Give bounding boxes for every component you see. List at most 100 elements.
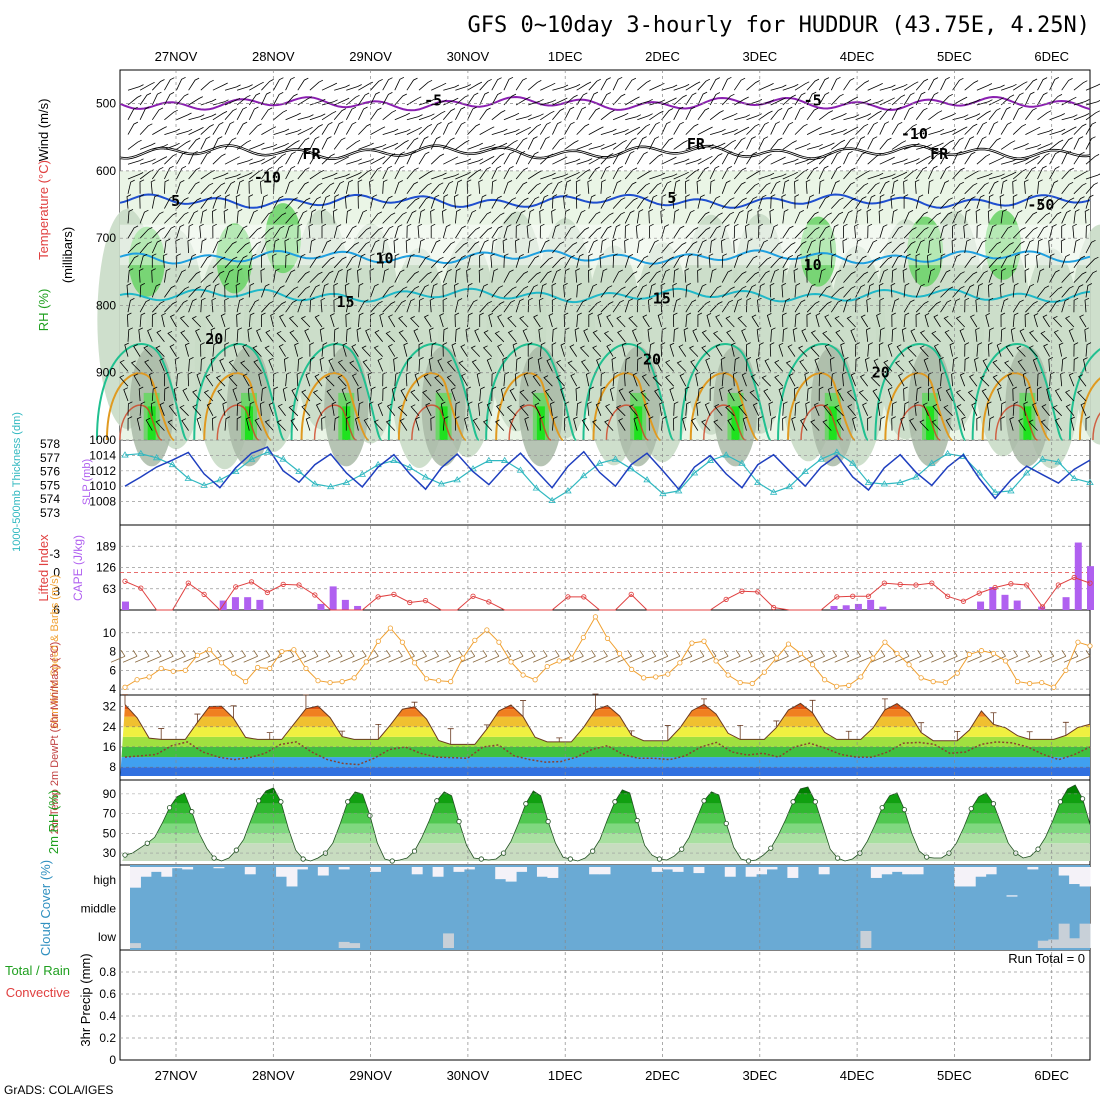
wind-barb xyxy=(224,269,234,283)
wind-barb xyxy=(858,390,868,402)
isotherm-30 xyxy=(702,404,746,441)
wind-barb xyxy=(187,238,193,254)
wind-barb xyxy=(758,182,771,195)
wind-barb xyxy=(382,268,389,283)
wind-barb xyxy=(637,271,650,283)
wind-barb xyxy=(612,112,629,121)
wind-barb xyxy=(685,158,702,165)
wind-barb xyxy=(273,268,280,283)
wind-barb xyxy=(646,357,652,372)
thickness-tick: 573 xyxy=(40,506,60,520)
wind-barb xyxy=(661,156,677,165)
wind-barb xyxy=(1024,253,1030,268)
rh-band xyxy=(120,803,1090,814)
wind-barb xyxy=(806,211,819,224)
wind-barb xyxy=(940,180,950,194)
wind-barb xyxy=(1004,360,1014,372)
wind-barb xyxy=(624,254,634,268)
wind-barb xyxy=(746,123,760,135)
pressure-tick: 500 xyxy=(96,97,116,111)
wind-barb xyxy=(455,225,466,239)
wind-barb xyxy=(1016,345,1026,357)
wind-barb xyxy=(273,165,283,180)
rh-point xyxy=(278,799,284,805)
wind-barb xyxy=(599,253,605,268)
wind-barb xyxy=(479,78,492,91)
wind-barb xyxy=(649,342,655,357)
wind-barb xyxy=(333,224,342,239)
wind-barb xyxy=(564,140,579,150)
wind-barb xyxy=(673,179,681,194)
wind-barb xyxy=(1000,225,1012,239)
wind-barb xyxy=(261,312,266,328)
wind-barb xyxy=(952,254,961,268)
cape-bar xyxy=(854,603,862,610)
wind-barb xyxy=(940,128,957,135)
wind-barb xyxy=(818,179,825,194)
wind-barb xyxy=(637,182,650,195)
wind-barb xyxy=(418,196,431,209)
date-label-top: 28NOV xyxy=(252,49,295,64)
wind-barb xyxy=(636,255,649,269)
wind-barb xyxy=(842,238,848,254)
wind-barb xyxy=(569,344,578,357)
wind-barb xyxy=(959,328,966,342)
wind-barb xyxy=(552,269,561,283)
wind-barb xyxy=(1052,404,1062,417)
wind-barb xyxy=(794,401,800,416)
wind-barb xyxy=(552,194,558,209)
wind10-point xyxy=(701,638,707,644)
wind-barb xyxy=(273,153,287,165)
wind10-barb xyxy=(846,650,862,663)
wind-barb xyxy=(763,388,772,402)
wind-barb xyxy=(600,386,606,402)
cloud-cell-high xyxy=(1027,867,1039,870)
wind-barb xyxy=(370,156,386,165)
wind-barb xyxy=(210,327,216,342)
wind-barb xyxy=(940,299,952,313)
wind-barb xyxy=(831,113,847,121)
precip-tick: 0.8 xyxy=(99,965,116,979)
wind-barb xyxy=(697,312,703,327)
wind-barb xyxy=(612,269,623,283)
wind-barb xyxy=(673,209,680,224)
wind-barb xyxy=(709,195,721,209)
wind-barb xyxy=(655,358,662,372)
wind-barb xyxy=(494,330,505,343)
wind-barb xyxy=(394,128,411,135)
wind-barb xyxy=(430,194,440,209)
isotherm-line xyxy=(119,287,1091,304)
thickness-point xyxy=(722,451,730,458)
wind-barb xyxy=(418,170,434,180)
wind-barb xyxy=(490,253,495,268)
wind-barb xyxy=(192,404,202,417)
wind-barb xyxy=(903,253,911,268)
wind-barb xyxy=(527,136,538,150)
cape-bar xyxy=(317,603,325,610)
thickness-point xyxy=(247,455,256,462)
wind-barb xyxy=(642,314,650,328)
wind-barb xyxy=(600,285,613,298)
wind-barb xyxy=(987,342,993,357)
wind-barb xyxy=(126,194,132,209)
wind-barb xyxy=(782,158,799,165)
wind-barb xyxy=(637,123,651,135)
wind-barb xyxy=(418,342,424,357)
wind-barb xyxy=(564,225,576,239)
wind-barb xyxy=(248,299,260,313)
pressure-tick: 600 xyxy=(96,164,116,178)
wind-barb xyxy=(418,271,432,283)
wind-barb xyxy=(628,404,638,417)
wind-barb xyxy=(544,388,553,402)
thickness-point xyxy=(532,484,541,491)
cloud-cell-high xyxy=(213,867,225,869)
wind10-barb xyxy=(894,650,910,663)
wind-barb xyxy=(192,389,202,402)
li-point xyxy=(628,591,634,597)
wind-barb xyxy=(256,328,262,342)
wind-barb xyxy=(458,360,468,372)
wind-barb xyxy=(200,136,211,150)
contour-label: FR xyxy=(302,145,321,163)
wind-barb xyxy=(624,197,638,209)
